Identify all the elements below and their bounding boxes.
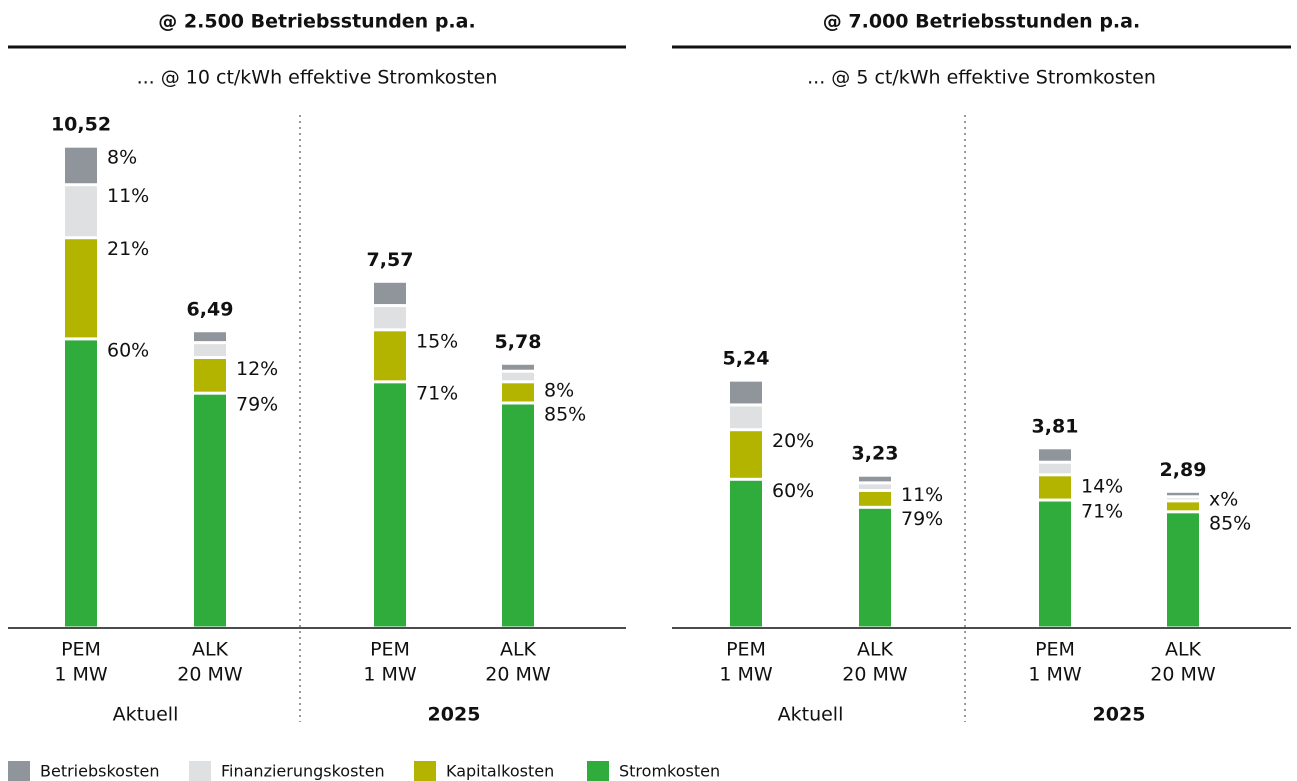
segment-label: 71% — [416, 382, 458, 404]
segment-label: 79% — [901, 508, 943, 530]
legend-swatch — [8, 761, 30, 781]
chart-subtitle: ... @ 5 ct/kWh effektive Stromkosten — [807, 67, 1156, 89]
total-label: 3,23 — [852, 443, 899, 465]
bar-segment — [1167, 498, 1199, 500]
legend-label: Stromkosten — [619, 762, 720, 781]
total-label: 5,24 — [723, 348, 770, 370]
legend-label: Finanzierungskosten — [221, 762, 385, 781]
total-label: 10,52 — [51, 114, 111, 136]
bar-segment — [194, 332, 226, 342]
bar-segment — [730, 480, 762, 627]
group-label: 2025 — [428, 704, 481, 726]
bar-segment — [859, 484, 891, 489]
x-tick-label: 1 MW — [1028, 664, 1082, 686]
segment-label: 60% — [772, 480, 814, 502]
total-label: 2,89 — [1160, 459, 1207, 481]
bar-segment — [374, 383, 406, 627]
bar-segment — [374, 282, 406, 305]
bar-segment — [1039, 476, 1071, 499]
chart-subtitle: ... @ 10 ct/kWh effektive Stromkosten — [137, 67, 498, 89]
segment-label: 21% — [107, 238, 149, 260]
x-tick-label: 1 MW — [363, 664, 417, 686]
x-tick-label: 20 MW — [485, 664, 551, 686]
segment-label: x% — [1209, 488, 1238, 510]
x-tick-label: PEM — [1035, 639, 1075, 661]
segment-label: 12% — [236, 358, 278, 380]
x-tick-label: 1 MW — [719, 664, 773, 686]
x-tick-label: ALK — [1165, 639, 1202, 661]
bar-segment — [1039, 463, 1071, 474]
bar-segment — [65, 239, 97, 338]
bar-segment — [194, 394, 226, 627]
bar-segment — [1039, 449, 1071, 461]
legend-label: Kapitalkosten — [446, 762, 554, 781]
bar-segment — [1167, 492, 1199, 496]
group-label: Aktuell — [113, 704, 179, 726]
bar-segment — [65, 340, 97, 627]
bar-segment — [65, 147, 97, 184]
segment-label: 15% — [416, 330, 458, 352]
total-label: 5,78 — [495, 331, 542, 353]
bar-segment — [502, 372, 534, 381]
x-tick-label: 20 MW — [177, 664, 243, 686]
segment-label: 20% — [772, 430, 814, 452]
segment-label: 8% — [544, 379, 574, 401]
segment-label: 85% — [1209, 512, 1251, 534]
x-tick-label: PEM — [61, 639, 101, 661]
segment-label: 14% — [1081, 475, 1123, 497]
total-label: 7,57 — [367, 249, 414, 271]
segment-label: 85% — [544, 403, 586, 425]
x-tick-label: 20 MW — [842, 664, 908, 686]
x-tick-label: ALK — [857, 639, 894, 661]
bar-segment — [194, 344, 226, 357]
bar-segment — [859, 491, 891, 506]
bar-segment — [730, 381, 762, 404]
bar-segment — [502, 383, 534, 402]
legend-swatch — [587, 761, 609, 781]
x-tick-label: PEM — [370, 639, 410, 661]
segment-label: 79% — [236, 394, 278, 416]
bar-segment — [502, 404, 534, 627]
x-tick-label: ALK — [500, 639, 537, 661]
bar-segment — [1039, 501, 1071, 627]
bar-segment — [65, 186, 97, 237]
x-tick-label: PEM — [726, 639, 766, 661]
segment-label: 71% — [1081, 501, 1123, 523]
segment-label: 11% — [107, 185, 149, 207]
bar-segment — [502, 364, 534, 370]
legend-swatch — [189, 761, 211, 781]
segment-label: 11% — [901, 484, 943, 506]
legend-swatch — [414, 761, 436, 781]
group-label: 2025 — [1093, 704, 1146, 726]
segment-label: 60% — [107, 339, 149, 361]
chart-title: @ 2.500 Betriebsstunden p.a. — [158, 11, 475, 33]
x-tick-label: ALK — [192, 639, 229, 661]
bar-segment — [374, 307, 406, 329]
bar-segment — [730, 431, 762, 478]
total-label: 3,81 — [1032, 415, 1079, 437]
bar-segment — [730, 406, 762, 429]
legend-label: Betriebskosten — [40, 762, 160, 781]
chart-title: @ 7.000 Betriebsstunden p.a. — [823, 11, 1140, 33]
bar-segment — [194, 359, 226, 392]
bar-segment — [859, 476, 891, 482]
bar-segment — [1167, 513, 1199, 627]
total-label: 6,49 — [187, 298, 234, 320]
bar-segment — [1167, 502, 1199, 511]
segment-label: 8% — [107, 147, 137, 169]
bar-segment — [859, 508, 891, 627]
x-tick-label: 1 MW — [54, 664, 108, 686]
group-label: Aktuell — [778, 704, 844, 726]
bar-segment — [374, 331, 406, 381]
x-tick-label: 20 MW — [1150, 664, 1216, 686]
